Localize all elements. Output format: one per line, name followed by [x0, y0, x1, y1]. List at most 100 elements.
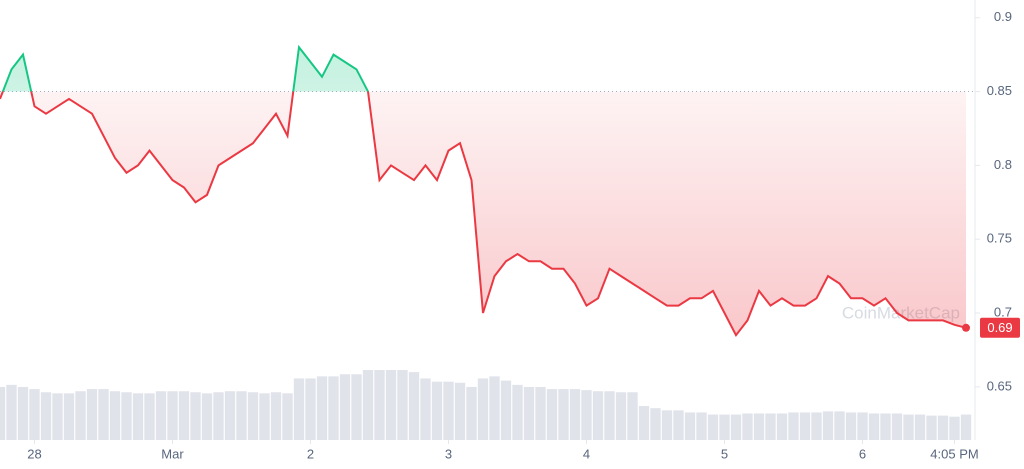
volume-bar	[615, 392, 627, 440]
volume-bar	[328, 376, 339, 440]
y-tick-label: 0.7	[994, 304, 1012, 319]
volume-bar	[466, 386, 477, 440]
x-tick-label: 6	[859, 446, 866, 461]
volume-bar	[753, 413, 765, 440]
volume-bar	[247, 392, 259, 440]
volume-bar	[52, 393, 63, 440]
volume-bar	[811, 412, 822, 440]
volume-bar	[109, 391, 121, 440]
volume-bar	[661, 410, 673, 440]
volume-bar	[627, 392, 638, 440]
y-tick-label: 0.65	[987, 378, 1012, 393]
x-tick-label: 4	[583, 446, 590, 461]
x-tick-label: Mar	[161, 446, 184, 461]
volume-bar	[178, 391, 190, 440]
volume-bar	[224, 391, 236, 440]
x-tick-label: 2	[307, 446, 314, 461]
volume-bar	[270, 392, 282, 440]
volume-bar	[431, 381, 443, 440]
volume-bar	[523, 386, 535, 440]
volume-bar	[385, 370, 397, 440]
volume-bar	[236, 391, 247, 440]
y-tick-label: 0.9	[994, 9, 1012, 24]
volume-bar	[960, 414, 972, 440]
volume-bar	[259, 393, 270, 440]
volume-bar	[857, 412, 868, 440]
volume-bar	[535, 386, 546, 440]
volume-bar	[581, 390, 592, 440]
volume-bar	[799, 412, 811, 440]
volume-bar	[903, 414, 914, 440]
volume-bar	[190, 392, 201, 440]
x-tick-label: 28	[27, 446, 41, 461]
x-tick-label: 3	[445, 446, 452, 461]
volume-bar	[765, 413, 776, 440]
volume-bar	[684, 412, 696, 440]
volume-bar	[937, 415, 949, 440]
volume-bar	[282, 393, 293, 440]
line	[0, 91, 967, 338]
price-tag	[980, 317, 1020, 338]
volume-bar	[673, 410, 684, 440]
volume-bar	[420, 378, 431, 440]
volume-bar	[742, 413, 753, 440]
volume-bar	[500, 380, 512, 440]
volume-bar	[719, 414, 730, 440]
volume-bar	[546, 389, 558, 440]
volume-bar	[121, 392, 132, 440]
volume-bar	[788, 412, 799, 440]
y-tick-label: 0.85	[987, 83, 1012, 98]
volume-bar	[569, 389, 581, 440]
volume-bar	[558, 389, 569, 440]
volume-bar	[213, 392, 224, 440]
price-label: 0.69	[987, 320, 1012, 335]
volume-bar	[845, 412, 857, 440]
volume-bar	[293, 378, 305, 440]
volume-bar	[592, 391, 604, 440]
volume-bar	[776, 413, 788, 440]
volume-bar	[730, 414, 742, 440]
volume-bar	[155, 391, 167, 440]
y-tick-label: 0.75	[987, 231, 1012, 246]
volume-bar	[604, 391, 615, 440]
volume-bar	[86, 389, 98, 440]
volume-bar	[75, 391, 86, 440]
volume-bar	[167, 391, 178, 440]
volume-bar	[949, 416, 960, 440]
volume-bar	[868, 413, 880, 440]
volume-bar	[650, 408, 661, 440]
volume-bar	[914, 414, 926, 440]
volume-bar	[489, 376, 500, 440]
volume-bar	[201, 393, 213, 440]
volume-bar	[40, 392, 52, 440]
volume-bar	[132, 393, 144, 440]
x-tick-label: 4:05 PM	[930, 446, 978, 461]
volume-bar	[17, 386, 29, 440]
volume-bar	[477, 378, 489, 440]
volume-bar	[454, 382, 466, 440]
volume-bar	[696, 412, 707, 440]
volume-bar	[822, 411, 834, 440]
volume-bar	[926, 415, 937, 440]
volume-bar	[891, 413, 903, 440]
volume-bar	[408, 372, 420, 440]
y-tick-label: 0.8	[994, 157, 1012, 172]
volume-bar	[707, 414, 719, 440]
volume-bar	[144, 393, 155, 440]
volume-bar	[98, 389, 109, 440]
volume-bar	[443, 381, 454, 440]
volume-bar	[374, 370, 385, 440]
volume-bar	[351, 374, 362, 440]
volume-bar	[6, 384, 17, 440]
volume-bar	[316, 376, 328, 440]
volume-bar	[0, 386, 6, 440]
volume-bar	[29, 389, 40, 440]
volume-bar	[63, 393, 75, 440]
last-point	[962, 323, 970, 332]
volume-bar	[880, 413, 891, 440]
volume-bar	[339, 374, 351, 440]
volume-bar	[834, 411, 845, 440]
volume-bar	[305, 378, 316, 440]
